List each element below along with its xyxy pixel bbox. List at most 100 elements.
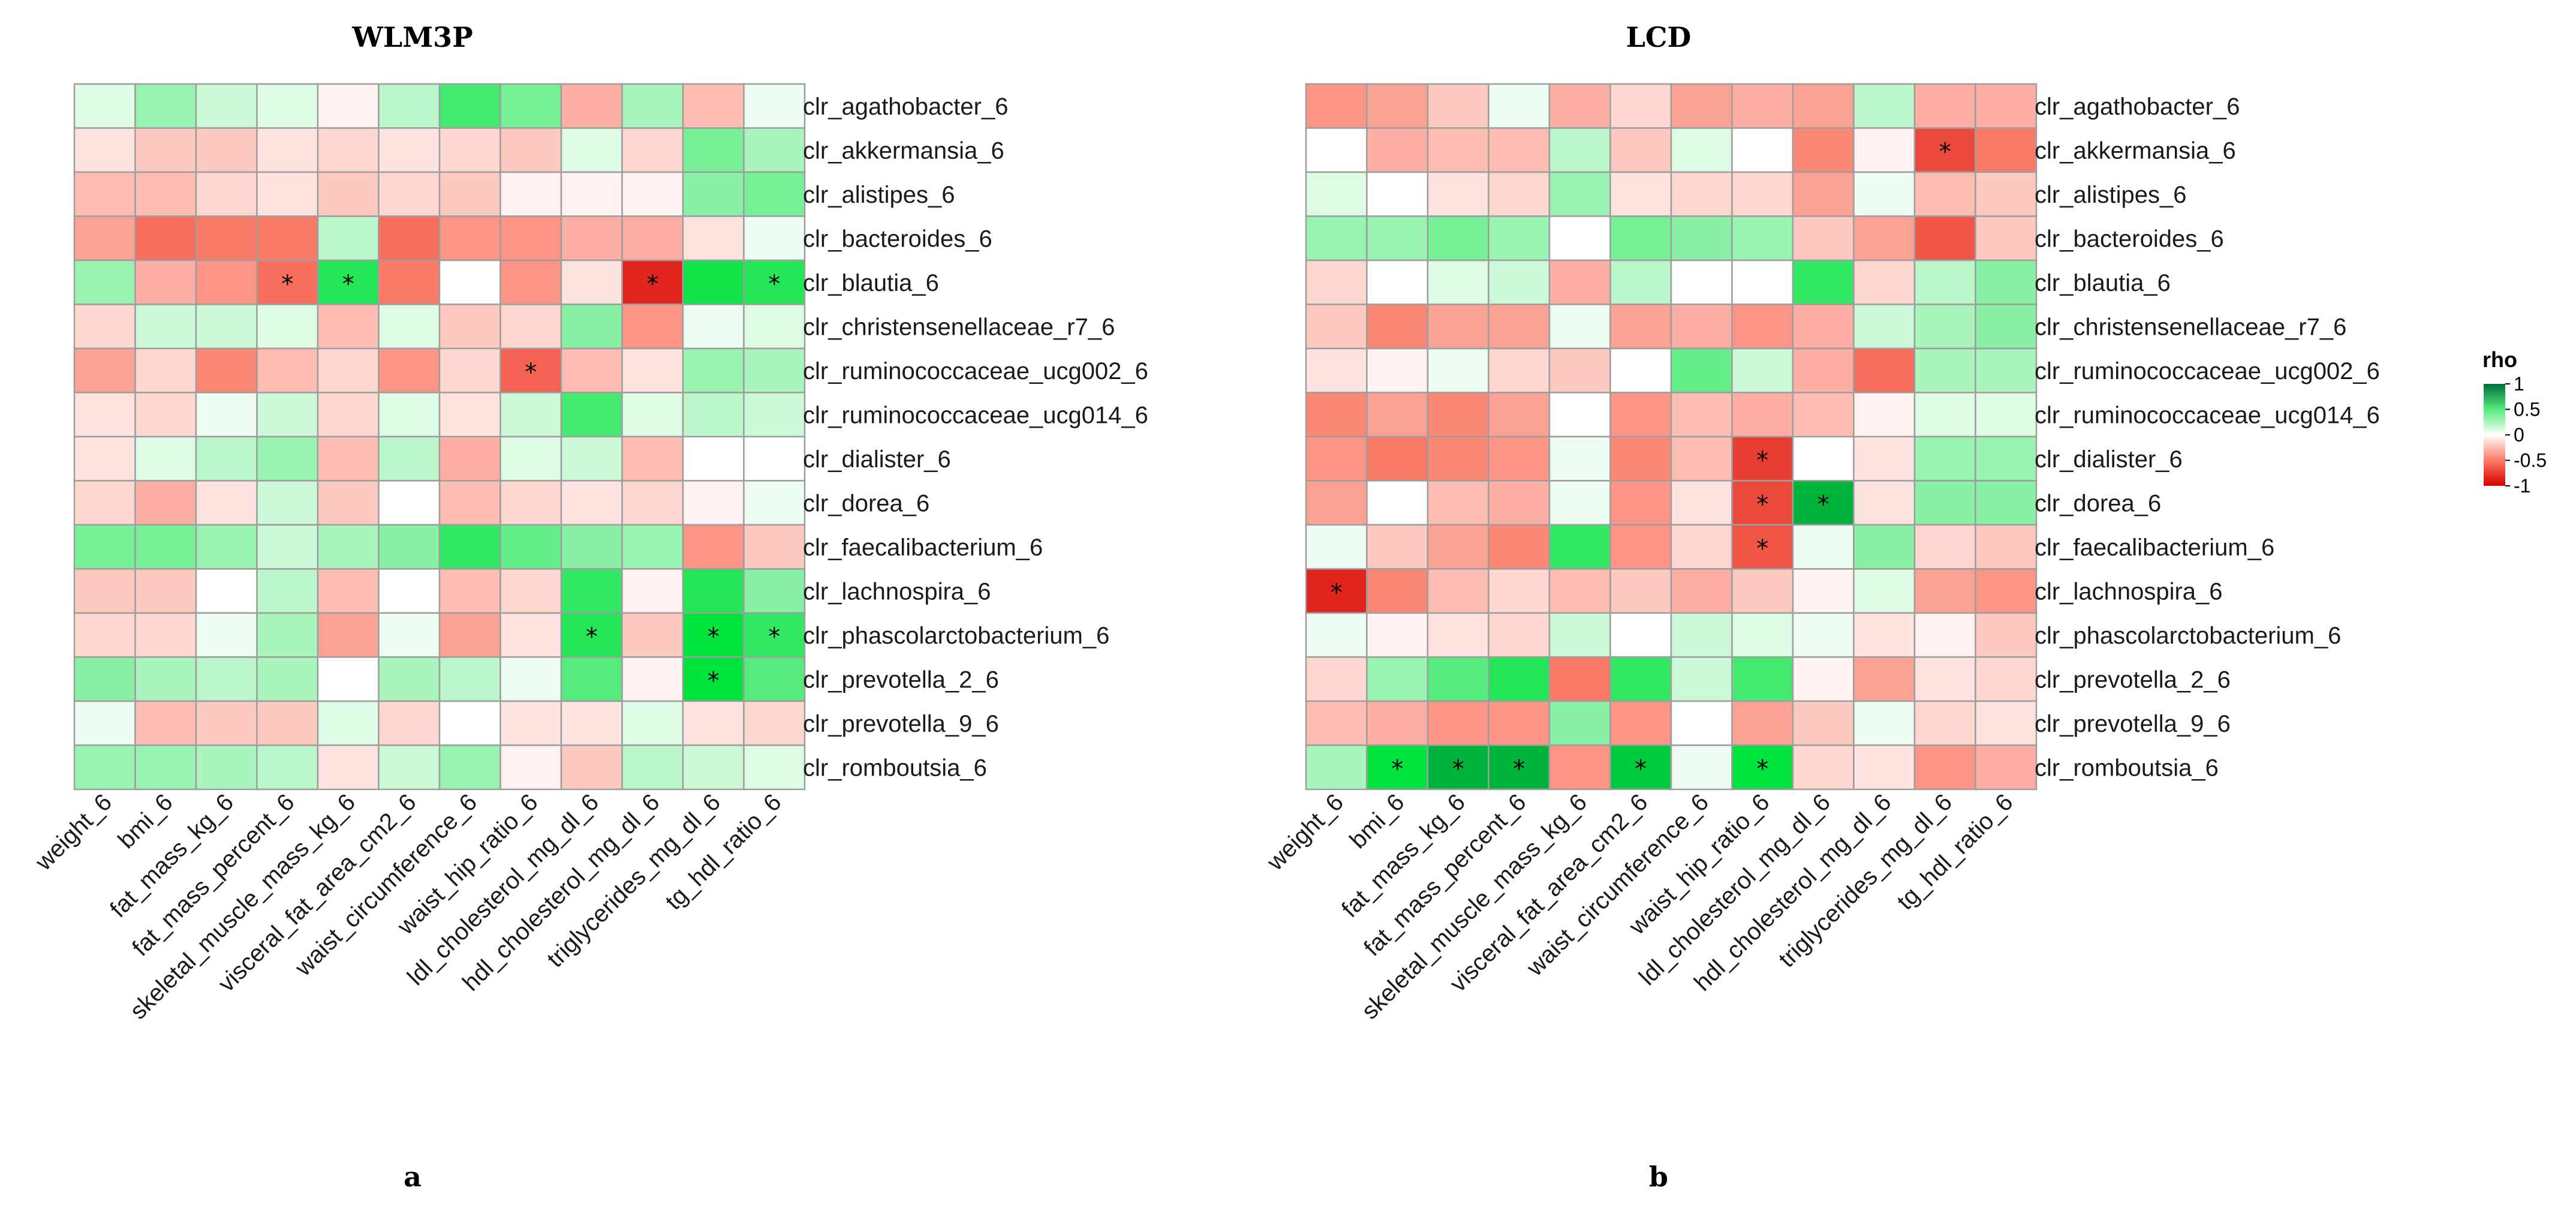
heatmap-cell bbox=[1792, 700, 1855, 746]
heatmap-cell bbox=[438, 83, 501, 129]
heatmap-cell bbox=[1305, 656, 1368, 702]
heatmap-cell bbox=[682, 259, 745, 305]
row-label: clr_alistipes_6 bbox=[803, 182, 955, 208]
heatmap-cell bbox=[1609, 392, 1672, 438]
heatmap-cell bbox=[1975, 127, 2038, 173]
heatmap-cell bbox=[256, 612, 319, 658]
heatmap-cell bbox=[1670, 259, 1733, 305]
heatmap-cell bbox=[1670, 744, 1733, 791]
significance-star: * bbox=[1391, 755, 1403, 783]
heatmap-cell bbox=[1792, 435, 1855, 482]
row-label: clr_faecalibacterium_6 bbox=[2035, 534, 2274, 561]
heatmap-cell bbox=[195, 568, 258, 614]
heatmap-cell bbox=[317, 83, 380, 129]
heatmap-cell bbox=[1366, 700, 1429, 746]
heatmap-cell bbox=[1731, 347, 1794, 393]
heatmap-cell bbox=[621, 392, 684, 438]
panel-a-column-labels: weight_6bmi_6fat_mass_kg_6fat_mass_perce… bbox=[30, 789, 787, 1024]
heatmap-cell bbox=[1305, 83, 1368, 129]
heatmap-cell bbox=[1975, 568, 2038, 614]
heatmap-cell bbox=[1488, 568, 1551, 614]
heatmap-cell bbox=[499, 83, 562, 129]
heatmap-cell bbox=[195, 612, 258, 658]
heatmap-cell bbox=[560, 656, 623, 702]
legend-ticks: 1 0.5 0 -0.5 -1 bbox=[2505, 373, 2547, 497]
heatmap-cell bbox=[73, 656, 136, 702]
row-label: clr_bacteroides_6 bbox=[803, 226, 992, 252]
row-label: clr_lachnospira_6 bbox=[2035, 578, 2223, 605]
heatmap-cell bbox=[1670, 568, 1733, 614]
heatmap-cell bbox=[317, 259, 380, 305]
heatmap-cell bbox=[1853, 259, 1916, 305]
heatmap-cell bbox=[378, 259, 441, 305]
heatmap-cell bbox=[73, 568, 136, 614]
heatmap-cell bbox=[1609, 480, 1672, 526]
heatmap-cell bbox=[256, 568, 319, 614]
heatmap-cell bbox=[1792, 612, 1855, 658]
heatmap-cell bbox=[1366, 744, 1429, 791]
heatmap-cell bbox=[1913, 568, 1976, 614]
column-label: weight_6 bbox=[30, 789, 117, 876]
heatmap-cell bbox=[743, 171, 806, 217]
heatmap-cell bbox=[1609, 127, 1672, 173]
heatmap-cell bbox=[682, 568, 745, 614]
heatmap-cell bbox=[1913, 700, 1976, 746]
heatmap-cell bbox=[743, 83, 806, 129]
heatmap-cell bbox=[134, 700, 197, 746]
row-label: clr_prevotella_2_6 bbox=[2035, 666, 2231, 693]
heatmap-cell bbox=[1975, 259, 2038, 305]
heatmap-cell bbox=[73, 435, 136, 482]
row-label: clr_dorea_6 bbox=[2035, 490, 2161, 516]
heatmap-cell bbox=[1731, 700, 1794, 746]
heatmap-cell bbox=[1305, 304, 1368, 350]
heatmap-cell bbox=[1975, 480, 2038, 526]
legend-title: rho bbox=[2482, 347, 2517, 372]
heatmap-cell bbox=[499, 259, 562, 305]
heatmap-cell bbox=[134, 435, 197, 482]
heatmap-cell bbox=[743, 744, 806, 791]
heatmap-cell bbox=[317, 347, 380, 393]
heatmap-cell bbox=[438, 700, 501, 746]
heatmap-cell bbox=[438, 744, 501, 791]
heatmap-cell bbox=[560, 215, 623, 262]
heatmap-cell bbox=[1427, 612, 1489, 658]
heatmap-cell bbox=[1305, 524, 1368, 570]
heatmap-cell bbox=[621, 127, 684, 173]
heatmap-cell bbox=[1670, 480, 1733, 526]
heatmap-cell bbox=[438, 392, 501, 438]
heatmap-cell bbox=[743, 435, 806, 482]
significance-star: * bbox=[525, 359, 537, 386]
heatmap-cell bbox=[743, 524, 806, 570]
heatmap-cell bbox=[1975, 700, 2038, 746]
heatmap-cell bbox=[378, 171, 441, 217]
heatmap-cell bbox=[1548, 435, 1611, 482]
heatmap-cell bbox=[1427, 480, 1489, 526]
row-label: clr_phascolarctobacterium_6 bbox=[803, 623, 1109, 649]
heatmap-cell bbox=[317, 568, 380, 614]
row-label: clr_christensenellaceae_r7_6 bbox=[803, 314, 1115, 340]
heatmap-cell bbox=[1975, 304, 2038, 350]
heatmap-cell bbox=[1731, 612, 1794, 658]
heatmap-cell bbox=[1913, 524, 1976, 570]
heatmap-cell bbox=[73, 524, 136, 570]
heatmap-cell bbox=[499, 524, 562, 570]
heatmap-cell bbox=[743, 347, 806, 393]
heatmap-cell bbox=[1731, 215, 1794, 262]
heatmap-cell bbox=[1670, 347, 1733, 393]
heatmap-cell bbox=[1609, 568, 1672, 614]
heatmap-cell bbox=[1731, 259, 1794, 305]
heatmap-cell bbox=[1427, 215, 1489, 262]
heatmap-cell bbox=[317, 171, 380, 217]
heatmap-cell bbox=[1305, 568, 1368, 614]
heatmap-cell bbox=[256, 656, 319, 702]
heatmap-cell bbox=[621, 700, 684, 746]
heatmap-cell bbox=[195, 304, 258, 350]
heatmap-cell bbox=[134, 259, 197, 305]
heatmap-cell bbox=[1913, 435, 1976, 482]
heatmap-cell bbox=[1609, 83, 1672, 129]
row-label: clr_dorea_6 bbox=[803, 490, 929, 516]
heatmap-cell bbox=[1366, 215, 1429, 262]
heatmap-cell bbox=[1548, 612, 1611, 658]
row-label: clr_romboutsia_6 bbox=[803, 755, 987, 781]
heatmap-cell bbox=[1305, 259, 1368, 305]
